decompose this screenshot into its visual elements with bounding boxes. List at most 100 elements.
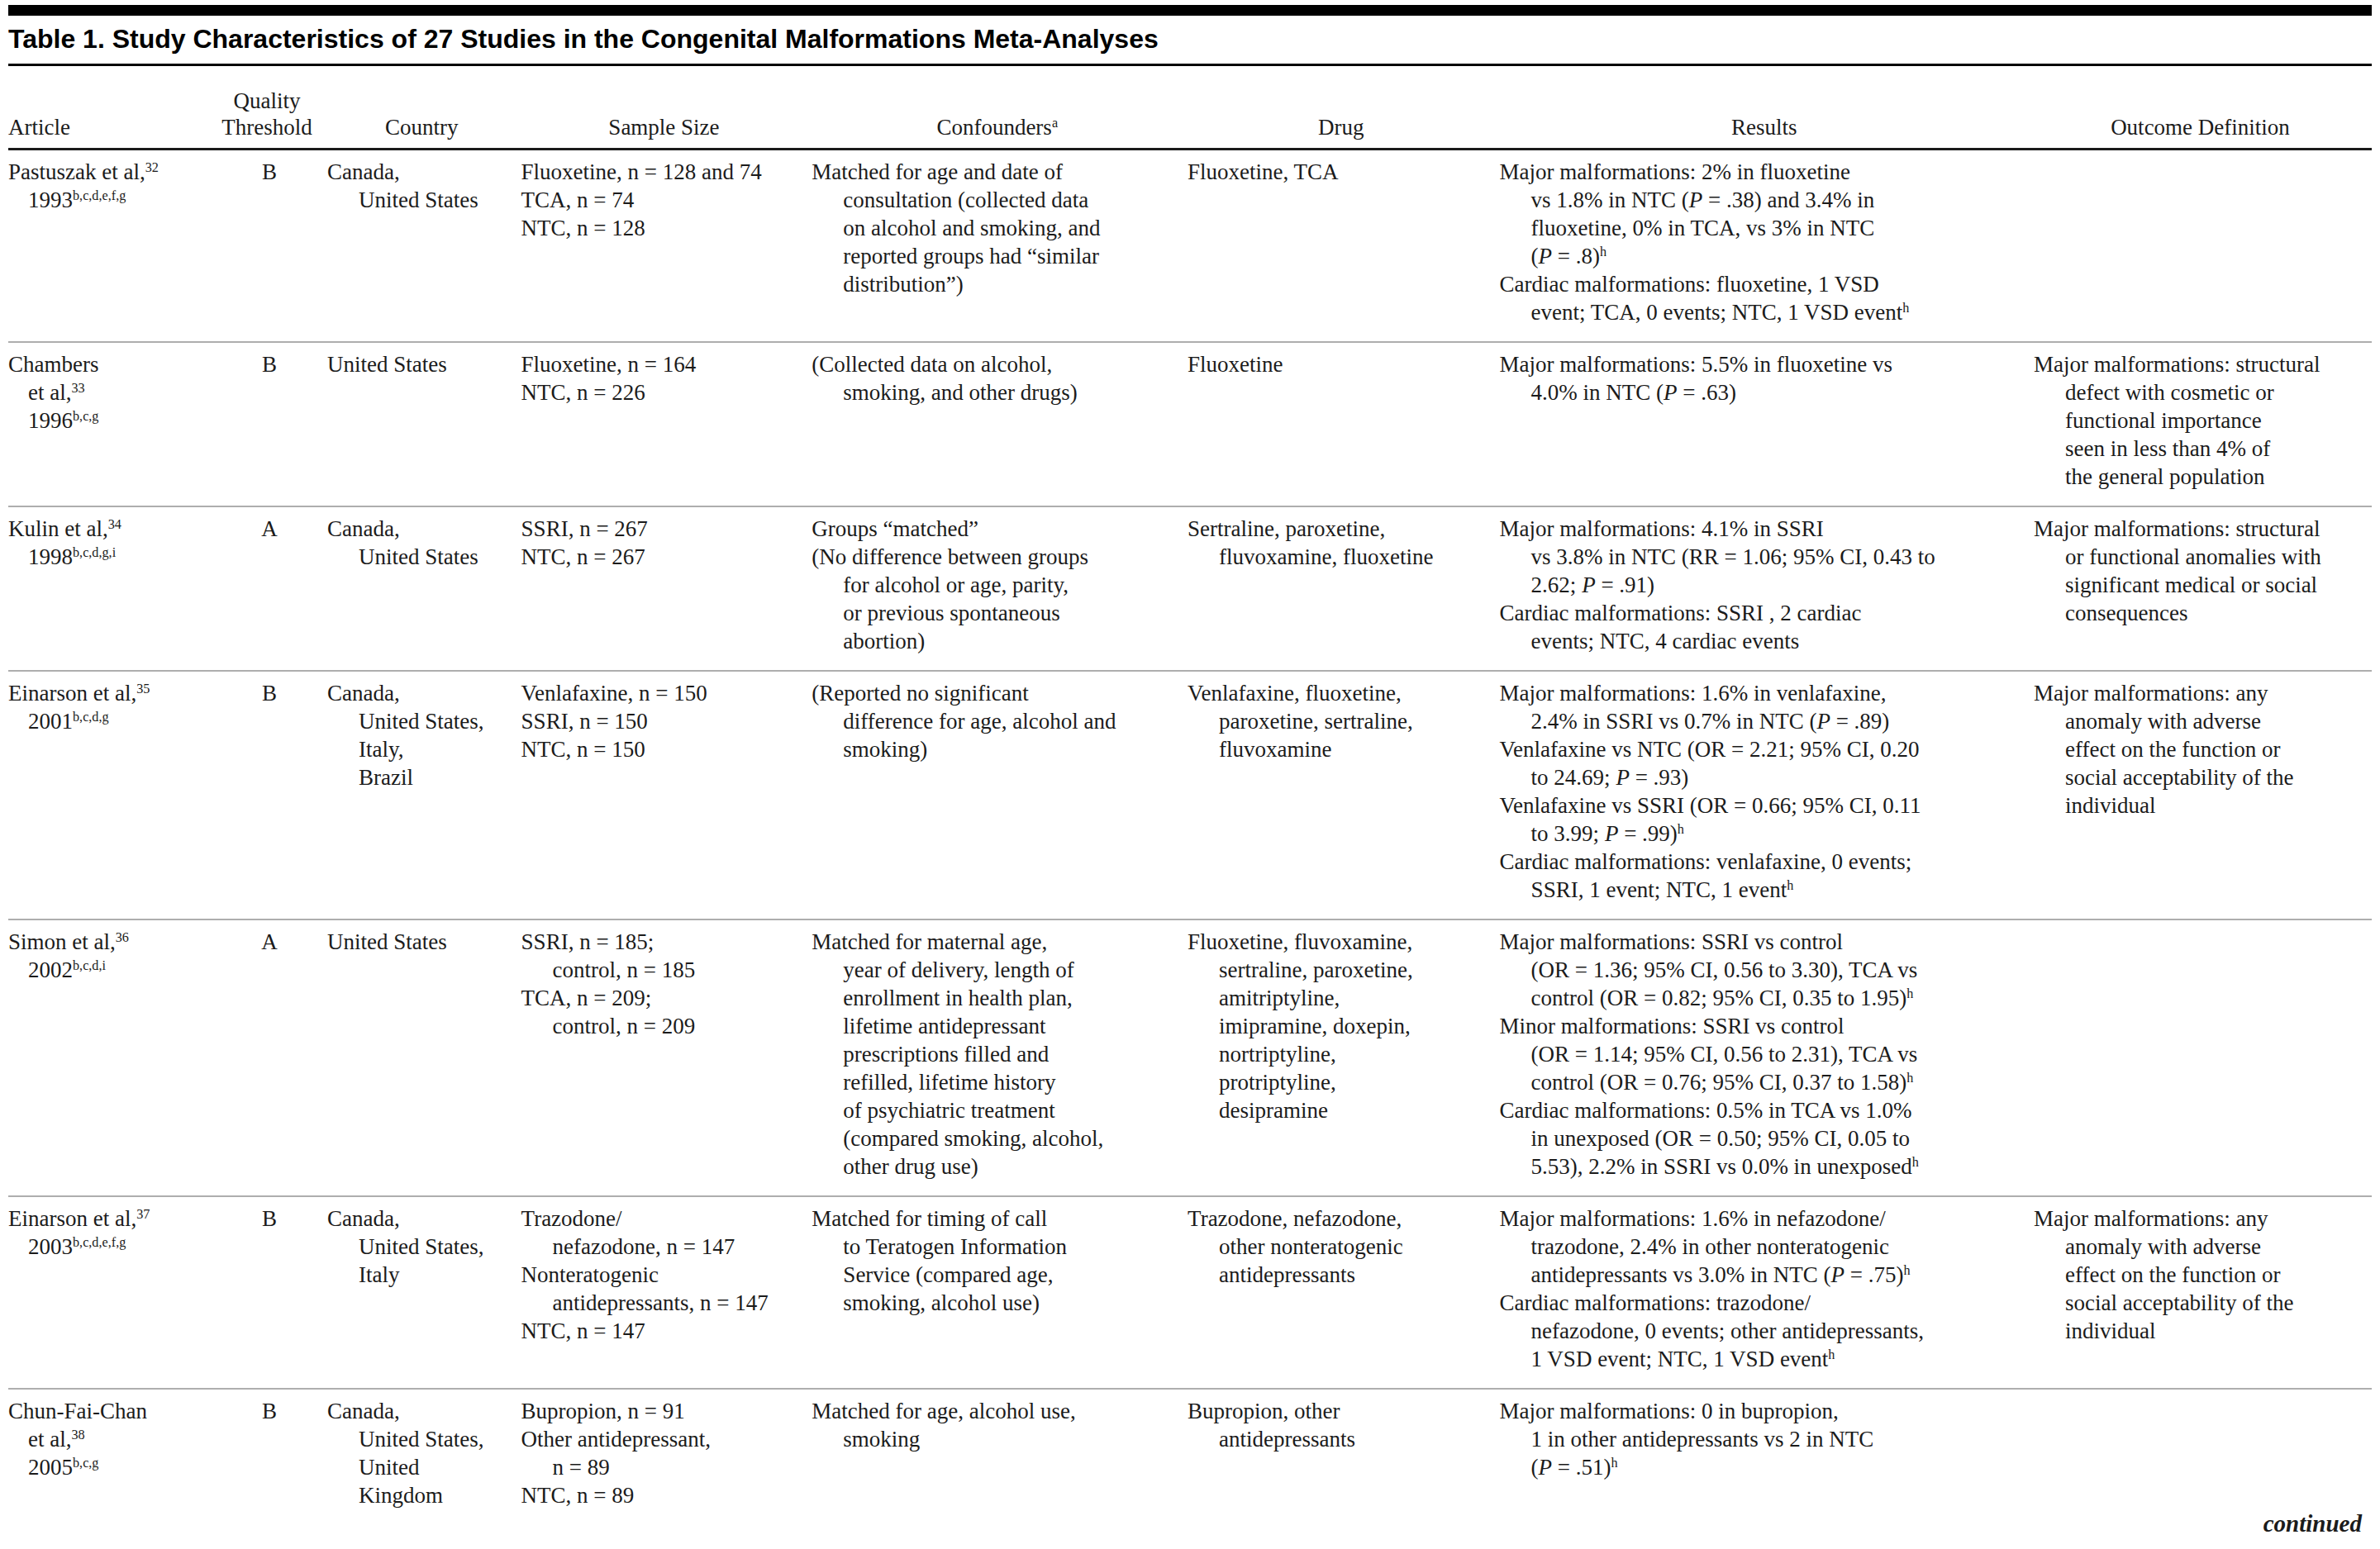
text-line: difference for age, alcohol and [812, 707, 1174, 735]
text-line: control (OR = 0.82; 95% CI, 0.35 to 1.95… [1500, 984, 2021, 1012]
text-line: trazodone, 2.4% in other nonteratogenic [1500, 1233, 2021, 1261]
cell-confounders: Matched for age and date ofconsultation … [812, 150, 1188, 343]
text-line: Cardiac malformations: SSRI , 2 cardiac [1500, 599, 2021, 627]
text-line: to Teratogen Information [812, 1233, 1174, 1261]
table-row: Simon et al,362002b,c,d,iAUnited StatesS… [8, 919, 2372, 1196]
text-line: social acceptability of the [2034, 763, 2359, 791]
text-line: 5.53), 2.2% in SSRI vs 0.0% in unexposed… [1500, 1152, 2021, 1181]
text-line: paroxetine, sertraline, [1188, 707, 1487, 735]
column-header-country: Country [327, 66, 521, 150]
text-line: refilled, lifetime history [812, 1068, 1174, 1096]
cell-sample_size: Trazodone/nefazodone, n = 147Nonteratoge… [521, 1196, 812, 1389]
table-header: ArticleQualityThresholdCountrySample Siz… [8, 66, 2372, 150]
text-line: Trazodone/ [521, 1205, 799, 1233]
cell-article: Einarson et al,352001b,c,d,g [8, 671, 212, 919]
text-line: protriptyline, [1188, 1068, 1487, 1096]
text-line: et al,38 [8, 1425, 198, 1453]
text-line: fluvoxamine [1188, 735, 1487, 763]
text-line: Sertraline, paroxetine, [1188, 515, 1487, 543]
text-line: of psychiatric treatment [812, 1096, 1174, 1124]
text-line: social acceptability of the [2034, 1289, 2359, 1317]
text-line: defect with cosmetic or [2034, 378, 2359, 406]
text-line: individual [2034, 791, 2359, 820]
cell-results: Major malformations: 0 in bupropion,1 in… [1500, 1389, 2034, 1524]
text-line: Major malformations: 4.1% in SSRI [1500, 515, 2021, 543]
text-line: in unexposed (OR = 0.50; 95% CI, 0.05 to [1500, 1124, 2021, 1152]
text-line: Italy [327, 1261, 508, 1289]
continued-note: continued [2263, 1510, 2362, 1537]
text-line: TCA, n = 74 [521, 186, 799, 214]
text-line: NTC, n = 89 [521, 1481, 799, 1509]
cell-drug: Venlafaxine, fluoxetine,paroxetine, sert… [1188, 671, 1500, 919]
text-line: effect on the function or [2034, 1261, 2359, 1289]
text-line: nefazodone, 0 events; other antidepressa… [1500, 1317, 2021, 1345]
text-line: (No difference between groups [812, 543, 1174, 571]
column-header-sample_size: Sample Size [521, 66, 812, 150]
column-header-results: Results [1500, 66, 2034, 150]
text-line: for alcohol or age, parity, [812, 571, 1174, 599]
text-line: Pastuszak et al,32 [8, 158, 198, 186]
cell-results: Major malformations: 2% in fluoxetinevs … [1500, 150, 2034, 343]
text-line: 2003b,c,d,e,f,g [8, 1233, 198, 1261]
cell-quality: B [212, 1196, 327, 1389]
cell-drug: Fluoxetine [1188, 342, 1500, 506]
cell-article: Chun-Fai-Chanet al,382005b,c,g [8, 1389, 212, 1524]
cell-outcome: Major malformations: anyanomaly with adv… [2034, 671, 2372, 919]
text-line: seen in less than 4% of [2034, 435, 2359, 463]
text-line: smoking) [812, 735, 1174, 763]
text-line: Fluoxetine, n = 164 [521, 350, 799, 378]
text-line: significant medical or social [2034, 571, 2359, 599]
text-line: 1 VSD event; NTC, 1 VSD eventh [1500, 1345, 2021, 1373]
text-line: Groups “matched” [812, 515, 1174, 543]
text-line: sertraline, paroxetine, [1188, 956, 1487, 984]
text-line: Bupropion, n = 91 [521, 1397, 799, 1425]
text-line: Minor malformations: SSRI vs control [1500, 1012, 2021, 1040]
text-line: Italy, [327, 735, 508, 763]
text-line: Nonteratogenic [521, 1261, 799, 1289]
text-line: (OR = 1.14; 95% CI, 0.56 to 2.31), TCA v… [1500, 1040, 2021, 1068]
journal-page: Table 1. Study Characteristics of 27 Stu… [0, 0, 2380, 1549]
text-line: anomaly with adverse [2034, 707, 2359, 735]
cell-outcome [2034, 150, 2372, 343]
text-line: United [327, 1453, 508, 1481]
text-line: amitriptyline, [1188, 984, 1487, 1012]
cell-country: Canada,United States,Italy [327, 1196, 521, 1389]
text-line: Major malformations: SSRI vs control [1500, 928, 2021, 956]
text-line: 1993b,c,d,e,f,g [8, 186, 198, 214]
table-top-rule [8, 5, 2372, 16]
text-line: Canada, [327, 1205, 508, 1233]
cell-quality: B [212, 342, 327, 506]
cell-confounders: (Collected data on alcohol,smoking, and … [812, 342, 1188, 506]
text-line: Trazodone, nefazodone, [1188, 1205, 1487, 1233]
text-line: desipramine [1188, 1096, 1487, 1124]
cell-country: United States [327, 919, 521, 1196]
text-line: Canada, [327, 515, 508, 543]
text-line: vs 3.8% in NTC (RR = 1.06; 95% CI, 0.43 … [1500, 543, 2021, 571]
cell-drug: Sertraline, paroxetine,fluvoxamine, fluo… [1188, 506, 1500, 671]
text-line: Einarson et al,37 [8, 1205, 198, 1233]
cell-sample_size: Bupropion, n = 91Other antidepressant,n … [521, 1389, 812, 1524]
cell-results: Major malformations: 4.1% in SSRIvs 3.8%… [1500, 506, 2034, 671]
text-line: control, n = 209 [521, 1012, 799, 1040]
cell-drug: Fluoxetine, fluvoxamine,sertraline, paro… [1188, 919, 1500, 1196]
text-line: Venlafaxine vs NTC (OR = 2.21; 95% CI, 0… [1500, 735, 2021, 763]
cell-outcome [2034, 1389, 2372, 1524]
text-line: Service (compared age, [812, 1261, 1174, 1289]
text-line: enrollment in health plan, [812, 984, 1174, 1012]
text-line: Canada, [327, 158, 508, 186]
text-line: smoking [812, 1425, 1174, 1453]
text-line: Cardiac malformations: trazodone/ [1500, 1289, 2021, 1317]
text-line: n = 89 [521, 1453, 799, 1481]
table-row: Einarson et al,372003b,c,d,e,f,g BCanada,… [8, 1196, 2372, 1389]
text-line: individual [2034, 1317, 2359, 1345]
text-line: (compared smoking, alcohol, [812, 1124, 1174, 1152]
cell-sample_size: Venlafaxine, n = 150SSRI, n = 150NTC, n … [521, 671, 812, 919]
text-line: Cardiac malformations: venlafaxine, 0 ev… [1500, 848, 2021, 876]
text-line: lifetime antidepressant [812, 1012, 1174, 1040]
cell-outcome: Major malformations: structuralor functi… [2034, 506, 2372, 671]
text-line: 1998b,c,d,g,i [8, 543, 198, 571]
text-line: NTC, n = 267 [521, 543, 799, 571]
text-line: fluvoxamine, fluoxetine [1188, 543, 1487, 571]
cell-outcome [2034, 919, 2372, 1196]
text-line: Canada, [327, 679, 508, 707]
